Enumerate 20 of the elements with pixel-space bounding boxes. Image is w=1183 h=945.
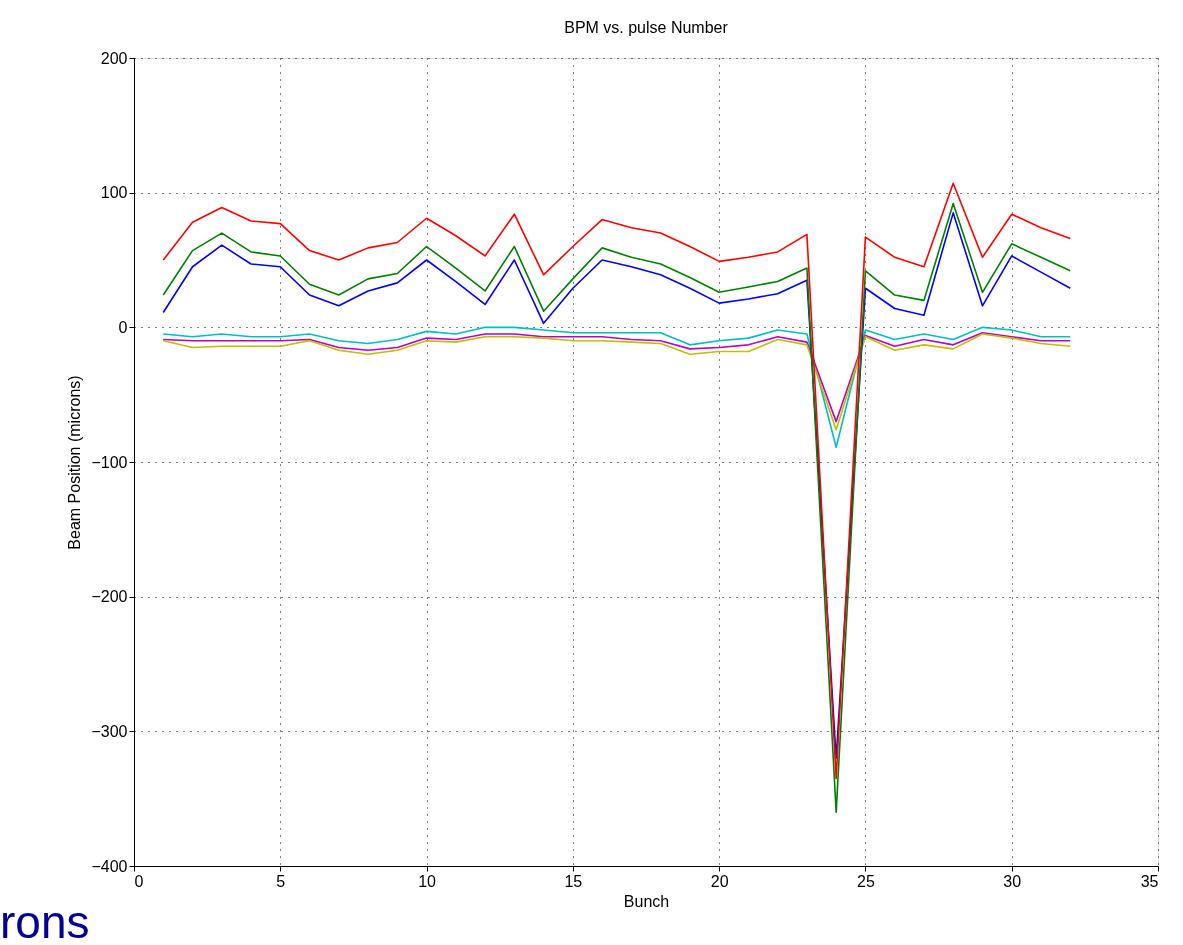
x-tick-label: 5 (276, 872, 286, 890)
y-axis-title: Beam Position (microns) (66, 375, 84, 550)
y-tick-label: 200 (100, 49, 128, 67)
x-tick-label: 0 (134, 872, 144, 890)
y-tick-label: −400 (91, 857, 128, 875)
x-tick-label: 35 (1140, 872, 1159, 890)
x-tick-label: 25 (857, 872, 875, 890)
x-tick-label: 20 (710, 872, 729, 890)
y-tick-label: −200 (91, 588, 128, 606)
chart-title: BPM vs. pulse Number (564, 19, 729, 36)
x-tick-label: 30 (1003, 872, 1022, 890)
y-tick-label: −300 (91, 722, 128, 740)
x-axis-title: Bunch (623, 892, 670, 910)
line-series (162, 326, 1072, 448)
y-tick-label: −100 (91, 453, 128, 471)
x-tick-label: 10 (418, 872, 437, 890)
x-tick-label: 15 (564, 872, 583, 890)
y-tick-label: 0 (118, 318, 128, 336)
y-tick-label: 100 (100, 184, 128, 202)
text: rons (0, 896, 90, 945)
